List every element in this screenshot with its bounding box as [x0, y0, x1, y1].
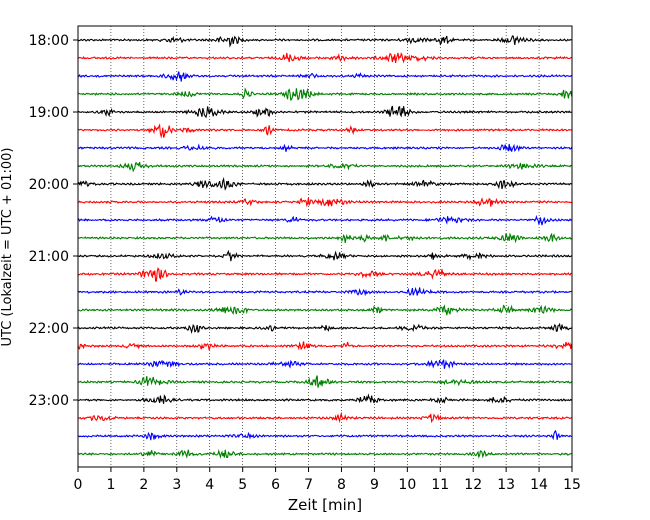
x-tick-label-15: 15 — [563, 477, 581, 493]
y-axis-label: UTC (Lokalzeit = UTC + 01:00) — [0, 148, 15, 347]
trace-11 — [77, 214, 572, 226]
seismic-traces — [77, 35, 573, 459]
trace-19 — [77, 359, 572, 369]
x-axis-label: Zeit [min] — [288, 496, 362, 514]
trace-18 — [77, 341, 573, 351]
trace-9 — [77, 176, 572, 191]
trace-23 — [77, 429, 572, 441]
trace-13 — [77, 249, 572, 262]
trace-12 — [77, 232, 572, 244]
trace-10 — [77, 197, 572, 208]
trace-20 — [77, 375, 572, 388]
x-tick-label-1: 1 — [106, 477, 115, 493]
trace-1 — [77, 35, 572, 48]
y-tick-label-18:00: 18:00 — [29, 33, 69, 49]
trace-14 — [77, 267, 572, 282]
x-tick-label-9: 9 — [370, 477, 379, 493]
trace-7 — [77, 143, 573, 152]
x-tick-label-6: 6 — [271, 477, 280, 493]
trace-21 — [77, 393, 573, 404]
x-tick-label-10: 10 — [398, 477, 416, 493]
trace-4 — [77, 87, 573, 101]
x-tick-label-3: 3 — [172, 477, 181, 493]
trace-24 — [77, 448, 572, 459]
trace-8 — [77, 161, 572, 173]
trace-16 — [77, 304, 572, 316]
y-tick-label-21:00: 21:00 — [29, 249, 69, 265]
trace-22 — [77, 411, 572, 424]
trace-5 — [77, 105, 572, 119]
x-axis-ticks: 0 1 2 3 4 5 6 7 8 9 10 11 12 13 14 15 — [74, 467, 581, 493]
y-tick-label-22:00: 22:00 — [29, 321, 69, 337]
x-tick-label-0: 0 — [74, 477, 83, 493]
trace-6 — [77, 123, 572, 139]
x-tick-label-14: 14 — [530, 477, 548, 493]
plot-frame — [77, 25, 573, 468]
x-tick-label-4: 4 — [205, 477, 214, 493]
y-tick-label-23:00: 23:00 — [29, 393, 69, 409]
x-tick-label-13: 13 — [497, 477, 515, 493]
x-tick-label-8: 8 — [337, 477, 346, 493]
trace-15 — [77, 286, 572, 297]
y-tick-label-20:00: 20:00 — [29, 177, 69, 193]
x-tick-label-11: 11 — [431, 477, 449, 493]
x-tick-label-2: 2 — [139, 477, 148, 493]
trace-3 — [77, 71, 572, 82]
trace-2 — [77, 52, 572, 64]
x-tick-label-5: 5 — [238, 477, 247, 493]
x-tick-label-12: 12 — [464, 477, 482, 493]
trace-17 — [77, 322, 572, 335]
x-tick-label-7: 7 — [304, 477, 313, 493]
y-axis-ticks: 18:00 19:00 20:00 21:00 22:00 23:00 — [29, 33, 78, 409]
y-tick-label-19:00: 19:00 — [29, 105, 69, 121]
